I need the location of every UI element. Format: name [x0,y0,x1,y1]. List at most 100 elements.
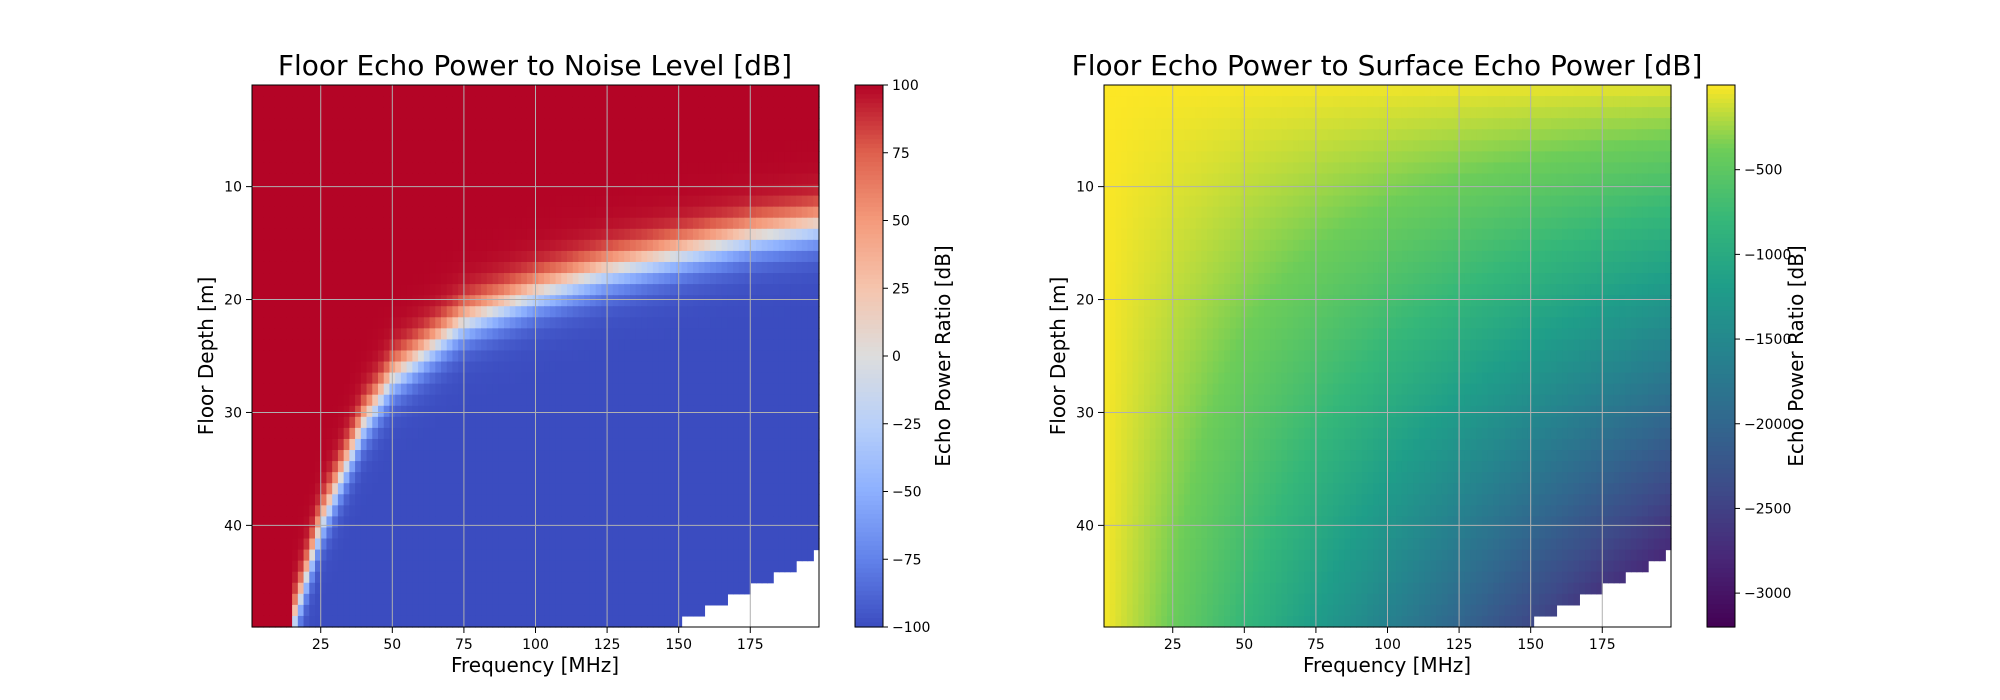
heatmap-cell [670,593,677,606]
heatmap-cell [486,438,494,451]
heatmap-cell [607,483,614,495]
heatmap-cell [481,505,488,517]
heatmap-cell [555,560,562,573]
heatmap-cell [383,560,391,573]
heatmap-cell [355,383,362,396]
heatmap-cell [486,361,494,374]
heatmap-cell [710,427,717,440]
heatmap-cell [555,571,562,584]
heatmap-cell [710,173,717,186]
heatmap-cell [727,405,734,418]
heatmap-cell [423,140,431,152]
heatmap-cell [349,372,356,385]
heatmap-cell [607,206,614,219]
heatmap-cell [326,538,333,551]
heatmap-cell [733,538,740,551]
heatmap-cell [567,505,574,517]
heatmap-cell [429,295,436,307]
heatmap-cell [463,306,471,318]
heatmap-cell [257,250,265,263]
heatmap-cell [664,350,671,363]
heatmap-cell [395,96,402,108]
heatmap-cell [796,461,803,473]
heatmap-cell [349,549,356,562]
colorbar-segment [855,450,883,456]
heatmap-cell [355,472,362,484]
heatmap-cell [297,228,305,241]
heatmap-cell [257,206,265,219]
heatmap-cell [400,582,408,595]
heatmap-cell [395,361,402,374]
heatmap-cell [549,239,557,252]
heatmap-cell [681,416,688,429]
heatmap-cell [744,405,751,418]
heatmap-cell [452,206,459,219]
heatmap-cell [515,383,522,396]
heatmap-cell [355,483,362,495]
heatmap-cell [366,217,373,230]
heatmap-cell [790,250,797,263]
heatmap-cell [515,151,522,164]
heatmap-cell [761,339,769,352]
heatmap-cell [274,372,282,385]
heatmap-cell [509,450,517,462]
heatmap-cell [452,461,459,473]
heatmap-cell [801,118,809,130]
heatmap-cell [664,383,671,396]
heatmap-cell [366,516,373,529]
heatmap-cell [395,328,402,341]
heatmap-cell [561,549,568,562]
heatmap-cell [378,350,385,363]
heatmap-cell [337,394,345,407]
heatmap-cell [435,261,442,274]
heatmap-cell [681,151,688,164]
x-tick-label: 100 [522,637,549,653]
heatmap-cell [441,173,448,186]
heatmap-cell [698,151,706,164]
heatmap-cell [796,206,803,219]
heatmap-cell [761,295,769,307]
heatmap-cell [498,328,505,341]
heatmap-cell [269,582,276,595]
heatmap-cell [274,162,282,175]
heatmap-cell [303,118,310,130]
heatmap-cell [286,273,293,285]
heatmap-cell [280,582,287,595]
heatmap-cell [337,162,345,175]
heatmap-cell [315,173,322,186]
heatmap-cell [504,284,511,296]
heatmap-cell [303,383,310,396]
heatmap-cell [332,516,339,529]
heatmap-cell [521,195,528,208]
heatmap-cell [801,184,809,197]
heatmap-cell [807,483,814,495]
heatmap-cell [681,461,688,473]
heatmap-cell [721,538,728,551]
heatmap-cell [538,527,545,540]
heatmap-cell [567,228,574,241]
heatmap-cell [458,483,465,495]
heatmap-cell [738,96,746,108]
heatmap-cell [292,394,299,407]
heatmap-cell [418,107,425,119]
heatmap-cell [521,516,528,529]
heatmap-cell [418,604,425,617]
heatmap-cell [721,239,728,252]
colorbar-segment [855,229,883,235]
colorbar-segment [855,419,883,425]
heatmap-cell [458,615,465,628]
heatmap-cell [315,538,322,551]
heatmap-cell [595,372,602,385]
heatmap-cell [744,394,751,407]
heatmap-cell [504,239,511,252]
heatmap-cell [515,206,522,219]
heatmap-cell [252,405,259,418]
heatmap-cell [504,527,511,540]
heatmap-cell [498,383,505,396]
heatmap-cell [504,162,511,175]
heatmap-cell [515,250,522,263]
heatmap-cell [790,405,797,418]
heatmap-cell [309,273,316,285]
heatmap-cell [309,593,316,606]
heatmap-cell [538,85,545,97]
